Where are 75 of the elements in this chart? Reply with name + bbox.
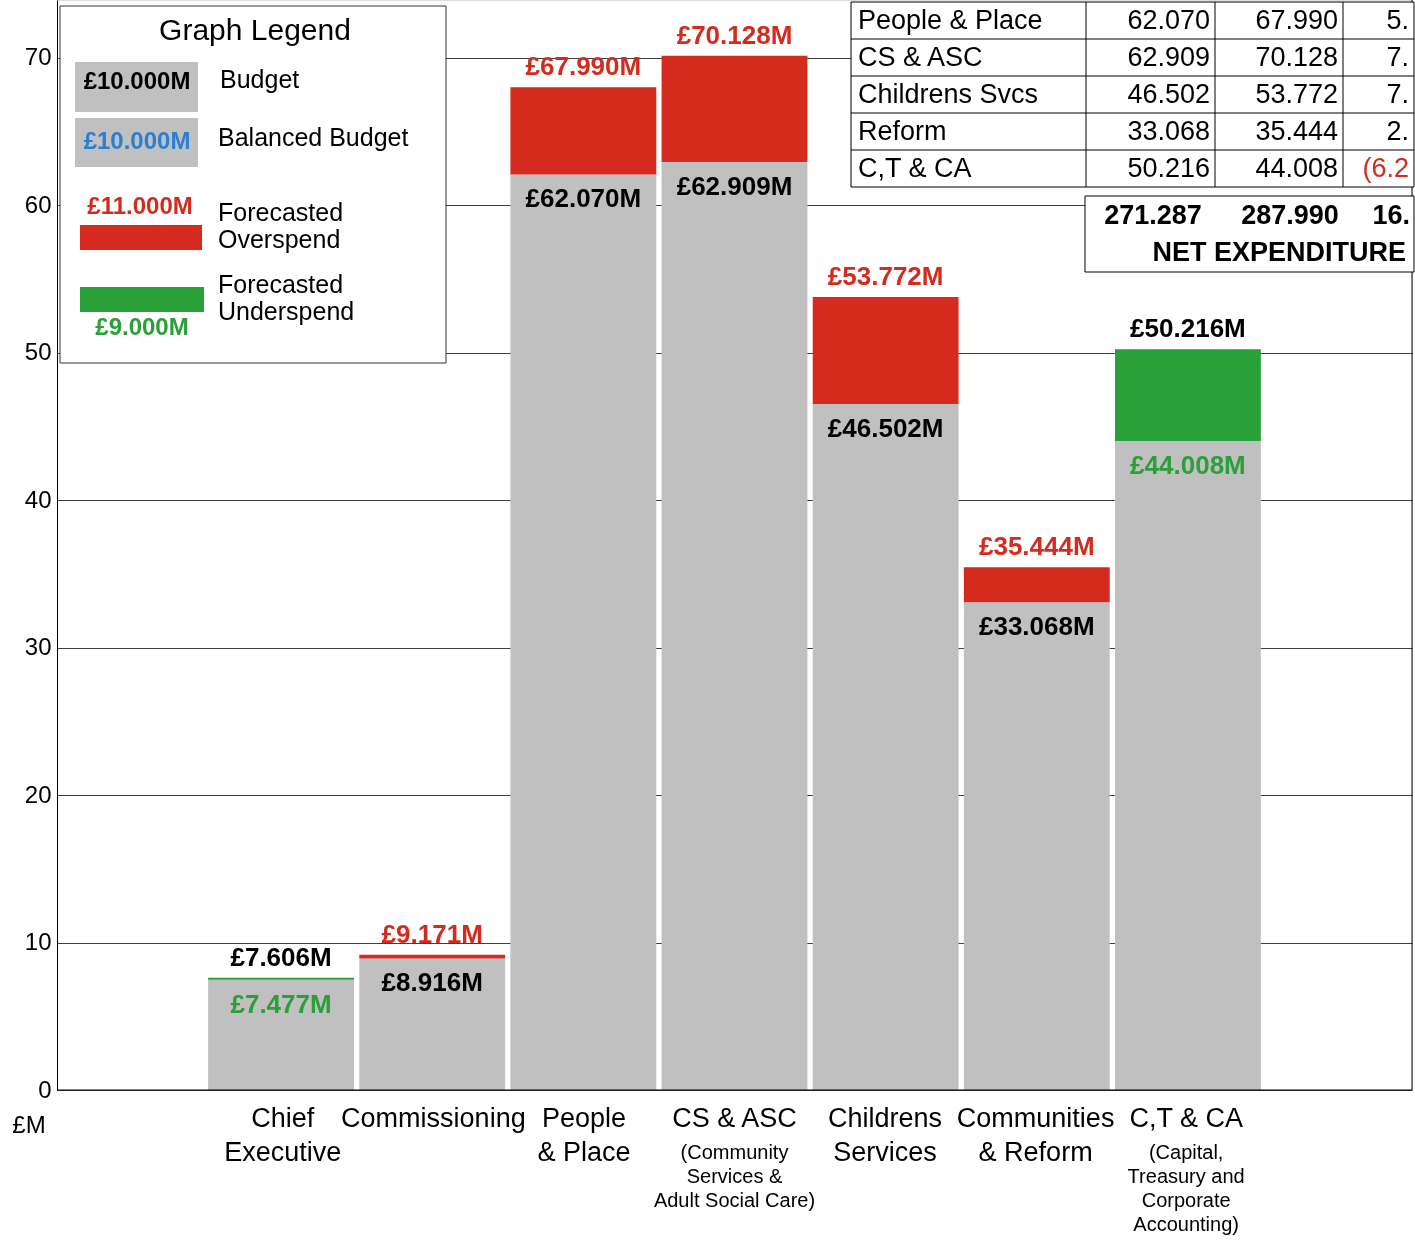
y-tick-label: 10 <box>24 928 52 955</box>
data-label: £62.909M <box>676 171 793 202</box>
annotation: People & Place <box>858 5 1043 35</box>
y-axis-title: £M <box>12 1111 46 1138</box>
data-label: £44.008M <box>1130 449 1246 480</box>
annotation: £10.000M <box>83 67 191 94</box>
annotation: CS & ASC <box>858 42 983 72</box>
annotation: 67.990 <box>1255 5 1338 35</box>
annotation: £35.444M <box>978 531 1095 562</box>
legend-label: Forecasted Overspend <box>218 198 344 253</box>
annotation: C,T & CA <box>858 153 972 183</box>
data-label: £7.477M <box>230 988 332 1019</box>
bar <box>661 55 808 163</box>
annotation: £11.000M <box>87 192 193 219</box>
annotation: 46.502 <box>1127 79 1210 109</box>
annotation: 70.128 <box>1255 42 1338 72</box>
annotation: 287.990 <box>1241 200 1339 230</box>
y-tick-label: 60 <box>24 190 52 218</box>
y-tick-label: 20 <box>24 780 52 808</box>
x-tick-label: People & Place <box>537 1103 631 1167</box>
x-tick-label: C,T & CA (Capital, Treasury and Corporate Accounting) <box>1127 1103 1245 1235</box>
y-tick-label: 50 <box>24 338 52 366</box>
annotation: 35.444 <box>1255 116 1338 146</box>
bar <box>359 958 506 1090</box>
x-tick-label: Chief Executive <box>224 1103 342 1167</box>
bar <box>963 567 1110 603</box>
legend-label: Forecasted Underspend <box>218 270 355 325</box>
x-tick-label: CS & ASC (Community Services & Adult Social Care) <box>653 1103 816 1211</box>
annotation: 62.909 <box>1127 42 1210 72</box>
bar <box>510 174 657 1090</box>
annotation: 7. <box>1386 42 1409 72</box>
y-tick-label: 40 <box>24 485 52 513</box>
bar <box>963 602 1110 1090</box>
annotation: £67.990M <box>525 51 642 82</box>
annotation: £53.772M <box>827 260 944 291</box>
legend-title: Graph Legend <box>159 13 351 46</box>
data-label: £46.502M <box>827 413 944 444</box>
annotation: £50.216M <box>1130 313 1246 344</box>
annotation: 2. <box>1386 116 1409 146</box>
annotation: £9.000M <box>95 313 189 340</box>
annotation: Childrens Svcs <box>858 79 1039 109</box>
bar <box>812 296 959 405</box>
bar <box>661 162 808 1090</box>
annotation: £7.606M <box>230 941 332 972</box>
bar <box>510 87 657 175</box>
annotation: £9.171M <box>381 918 483 949</box>
data-label: £33.068M <box>978 611 1095 642</box>
annotation: 16. <box>1372 200 1410 230</box>
annotation: Reform <box>858 116 947 146</box>
annotation: £10.000M <box>83 127 191 154</box>
y-tick-label: 70 <box>24 43 52 71</box>
bar <box>208 979 354 1090</box>
x-tick-label: Commissioning <box>341 1103 526 1133</box>
bar <box>1115 440 1261 1090</box>
annotation: £70.128M <box>676 19 793 50</box>
annotation: 271.287 <box>1104 200 1202 230</box>
y-tick-label: 0 <box>38 1075 52 1103</box>
x-tick-label: Communities & Reform <box>956 1103 1115 1167</box>
data-label: £8.916M <box>381 967 483 998</box>
legend-label: Balanced Budget <box>218 123 409 151</box>
data-label: £62.070M <box>525 183 642 214</box>
annotation: 53.772 <box>1255 79 1338 109</box>
annotation: 44.008 <box>1255 153 1338 183</box>
bar <box>812 404 959 1090</box>
bar <box>1115 349 1261 441</box>
annotation: 7. <box>1386 79 1409 109</box>
legend-label: Budget <box>220 65 300 93</box>
annotation: 62.070 <box>1127 5 1210 35</box>
annotation: (6.2 <box>1362 153 1409 183</box>
annotation: 50.216 <box>1127 153 1210 183</box>
y-tick-label: 30 <box>24 633 52 661</box>
x-tick-label: Childrens Services <box>828 1103 943 1167</box>
annotation: NET EXPENDITURE <box>1152 237 1406 267</box>
annotation: 33.068 <box>1127 116 1210 146</box>
annotation: 5. <box>1386 5 1409 35</box>
